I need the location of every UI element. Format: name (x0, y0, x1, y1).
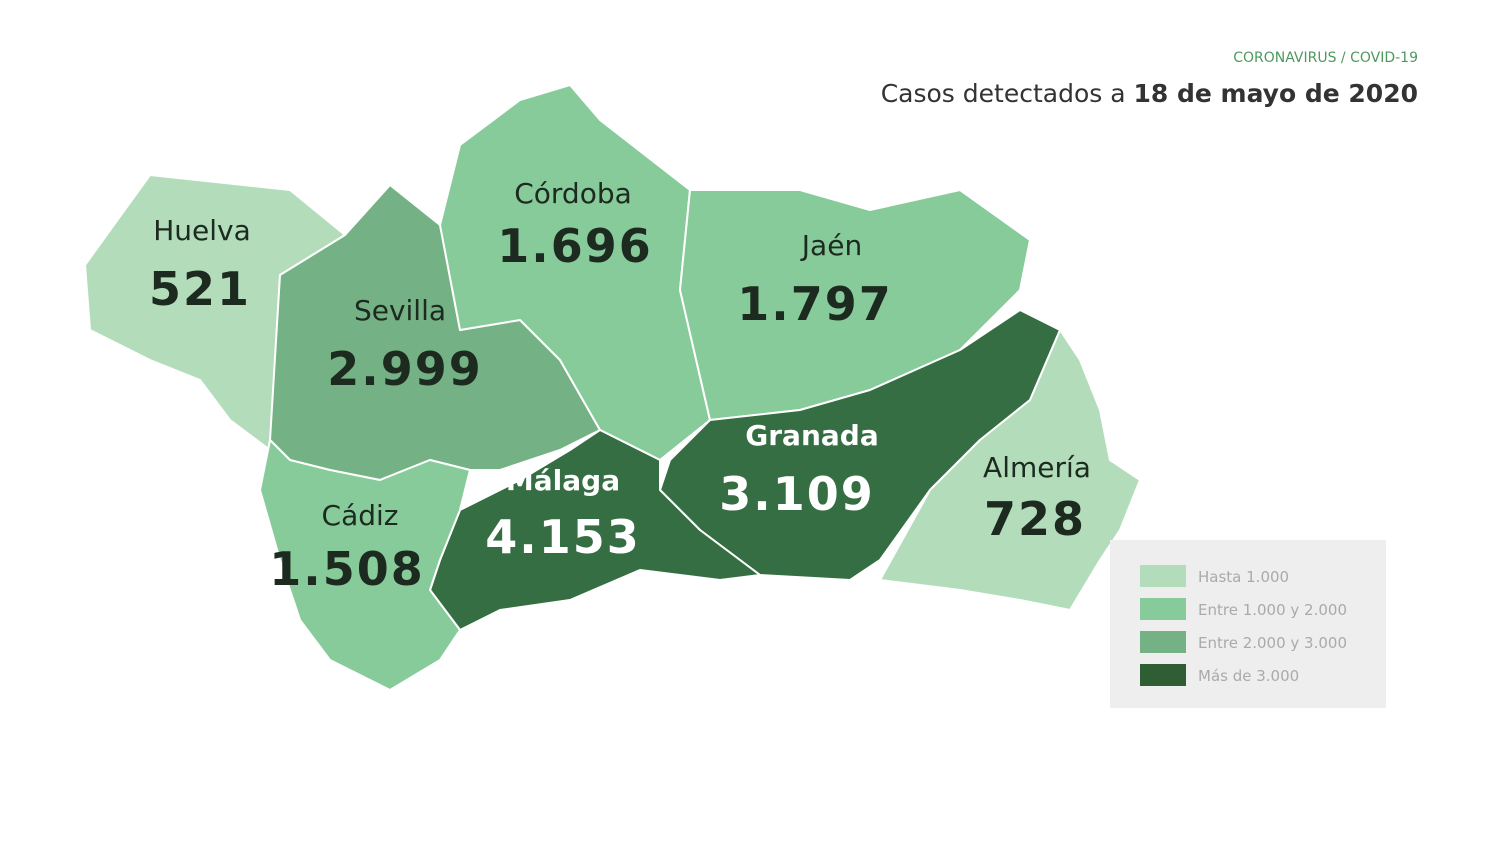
province-name: Granada (745, 419, 878, 452)
province-cases: 4.153 (485, 510, 641, 564)
province-name: Huelva (153, 214, 251, 247)
province (679, 189, 1031, 421)
province-name: Cádiz (322, 499, 399, 532)
province-cases: 1.508 (269, 542, 425, 596)
legend-swatch (1140, 565, 1186, 587)
legend-label: Entre 2.000 y 3.000 (1198, 634, 1347, 652)
province-cases: 2.999 (327, 342, 483, 396)
province-cases: 1.797 (737, 277, 893, 331)
kicker: CORONAVIRUS / COVID-19 (1233, 50, 1418, 66)
title: Casos detectados a 18 de mayo de 2020 (881, 79, 1418, 108)
province-name: Sevilla (354, 294, 446, 327)
province-cases: 3.109 (719, 467, 875, 521)
province (429, 429, 761, 631)
province (259, 439, 471, 691)
province-name: Almería (983, 451, 1091, 484)
legend-swatch (1140, 598, 1186, 620)
legend-label: Más de 3.000 (1198, 667, 1299, 685)
legend-label: Hasta 1.000 (1198, 568, 1289, 586)
legend-swatch (1140, 664, 1186, 686)
province-name: Jaén (800, 229, 862, 262)
title-text: Casos detectados a (881, 79, 1126, 108)
province-name: Málaga (506, 464, 620, 497)
province-name: Córdoba (514, 177, 632, 210)
province-cases: 728 (984, 492, 1086, 546)
title-date: 18 de mayo de 2020 (1133, 79, 1418, 108)
province-cases: 521 (149, 262, 251, 316)
province (879, 329, 1141, 611)
legend-label: Entre 1.000 y 2.000 (1198, 601, 1347, 619)
province-cases: 1.696 (497, 219, 653, 273)
legend-swatch (1140, 631, 1186, 653)
